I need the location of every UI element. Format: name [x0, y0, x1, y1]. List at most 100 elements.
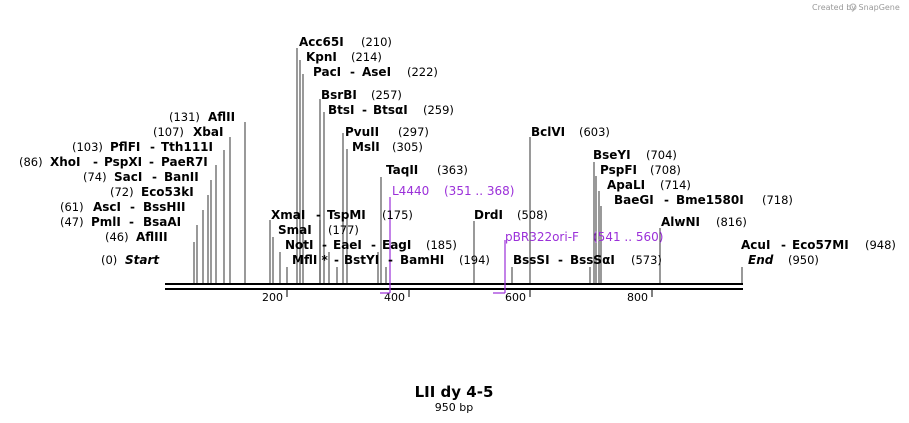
site-name: BaeGI	[614, 193, 654, 207]
site-sep: -	[129, 215, 134, 229]
site-name: MslI	[352, 140, 380, 154]
site-sep: -	[350, 65, 355, 79]
site-name: SmaI	[278, 223, 312, 237]
site-pos: (214)	[351, 50, 382, 64]
site-lines	[193, 48, 743, 283]
site-sep: -	[371, 238, 376, 252]
site-name: AscI	[93, 200, 121, 214]
site-pos: (177)	[328, 223, 359, 237]
site-name: XbaI	[193, 125, 223, 139]
site-name: PmlI	[91, 215, 121, 229]
site-pos: (508)	[517, 208, 548, 222]
site-name: Acc65I	[299, 35, 344, 49]
site-pos: (816)	[716, 215, 747, 229]
primer-l4440-name: L4440	[392, 184, 429, 198]
site-name: PvuII	[345, 125, 379, 139]
site-pos: (222)	[407, 65, 438, 79]
site-pos: (47)	[60, 215, 84, 229]
site-pos: (305)	[392, 140, 423, 154]
end-pos: (950)	[788, 253, 819, 267]
site-name: PspXI	[104, 155, 142, 169]
site-name: DrdI	[474, 208, 503, 222]
site-pos: (175)	[382, 208, 413, 222]
site-name: BanII	[164, 170, 199, 184]
site-name: BtsI	[328, 103, 355, 117]
site-name: PflFI	[110, 140, 140, 154]
upper-site-labels: Acc65I (210) KpnI (214) PacI - AseI (222…	[299, 35, 468, 177]
start-label: Start	[125, 253, 160, 267]
primer-pbr322ori-name: pBR322ori-F	[505, 230, 579, 244]
site-pos: (131)	[169, 110, 200, 124]
site-name: KpnI	[306, 50, 337, 64]
site-sep: -	[322, 238, 327, 252]
site-pos: (185)	[426, 238, 457, 252]
site-name: BclVI	[531, 125, 565, 139]
site-name: BssSαI	[570, 253, 615, 267]
site-pos: (46)	[105, 230, 129, 244]
tick-label-200: 200	[262, 291, 283, 304]
tick-label-800: 800	[627, 291, 648, 304]
site-sep: -	[150, 140, 155, 154]
lower-site-labels: XmaI - TspMI (175) SmaI (177) NotI - Eae…	[271, 208, 490, 267]
site-name: TspMI	[327, 208, 366, 222]
site-sep: -	[664, 193, 669, 207]
site-pos: (257)	[371, 88, 402, 102]
map-title: LII dy 4-5	[415, 383, 494, 401]
site-pos: (573)	[631, 253, 662, 267]
site-name: EagI	[382, 238, 411, 252]
site-sep: -	[149, 155, 154, 169]
site-sep: -	[93, 155, 98, 169]
site-sep: -	[130, 200, 135, 214]
primer-lines	[380, 197, 506, 294]
primer-pbr322ori-range: (541 .. 560)	[593, 230, 663, 244]
dna-backbone	[165, 283, 743, 290]
site-pos: (194)	[459, 253, 490, 267]
site-name: XmaI	[271, 208, 305, 222]
site-name: Tth111I	[161, 140, 213, 154]
site-name: NotI	[285, 238, 314, 252]
site-name: ApaLI	[607, 178, 645, 192]
site-sep: -	[334, 253, 339, 267]
site-sep: -	[388, 253, 393, 267]
site-name: BamHI	[400, 253, 444, 267]
site-name: AflII	[208, 110, 235, 124]
site-name: Eco53kI	[141, 185, 194, 199]
site-name: SacI	[114, 170, 142, 184]
map-length: 950 bp	[435, 401, 473, 414]
site-pos: (708)	[650, 163, 681, 177]
start-pos: (0)	[101, 253, 117, 267]
site-pos: (718)	[762, 193, 793, 207]
site-name: TaqII	[386, 163, 418, 177]
site-name: MflI *	[292, 253, 328, 267]
site-pos: (74)	[83, 170, 107, 184]
site-pos: (103)	[72, 140, 103, 154]
site-pos: (107)	[153, 125, 184, 139]
site-name: Bme1580I	[676, 193, 744, 207]
site-name: BssHII	[143, 200, 185, 214]
site-name: XhoI	[50, 155, 81, 169]
site-sep: -	[152, 170, 157, 184]
site-name: BtsαI	[373, 103, 408, 117]
site-pos: (297)	[398, 125, 429, 139]
scale-ticks	[286, 290, 653, 297]
site-name: BssSI	[513, 253, 550, 267]
site-sep: -	[362, 103, 367, 117]
site-name: PacI	[313, 65, 341, 79]
site-pos: (948)	[865, 238, 896, 252]
site-name: Eco57MI	[792, 238, 849, 252]
site-pos: (363)	[437, 163, 468, 177]
site-name: AlwNI	[661, 215, 700, 229]
site-sep: -	[316, 208, 321, 222]
site-pos: (72)	[110, 185, 134, 199]
primer-l4440-range: (351 .. 368)	[444, 184, 514, 198]
site-name: PaeR7I	[161, 155, 208, 169]
site-pos: (603)	[579, 125, 610, 139]
site-name: BseYI	[593, 148, 631, 162]
left-site-labels: (46) AflIII (47) PmlI - BsaAI (61) AscI …	[19, 110, 235, 244]
site-pos: (704)	[646, 148, 677, 162]
site-name: EaeI	[333, 238, 362, 252]
site-name: AseI	[362, 65, 391, 79]
site-sep: -	[558, 253, 563, 267]
right-site-labels: DrdI (508) BclVI (603) BseYI (704) PspFI…	[474, 125, 896, 267]
